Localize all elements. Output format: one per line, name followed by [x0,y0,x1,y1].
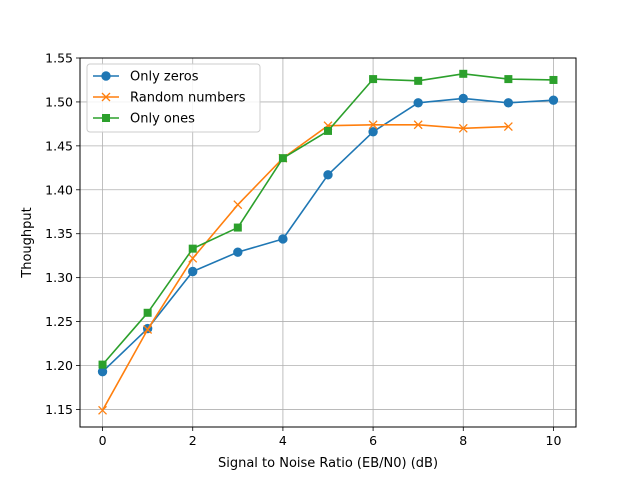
x-tick-label: 2 [189,433,197,448]
data-point [413,120,423,130]
legend-item-only-ones: Only ones [93,112,195,127]
data-point [504,75,513,84]
series-line-random-numbers [101,123,509,411]
y-tick-label: 1.50 [45,94,73,109]
plot-series [97,69,559,415]
y-tick-label: 1.45 [45,138,73,153]
y-tick-label: 1.25 [45,314,73,329]
legend-label: Only ones [130,112,195,127]
x-tick-label: 8 [459,433,467,448]
data-point [323,170,333,180]
y-tick-label: 1.35 [45,226,73,241]
data-point [98,360,107,369]
data-point [324,126,332,135]
x-tick-label: 0 [99,433,107,448]
data-point [413,98,423,108]
x-tick-label: 10 [546,433,562,448]
data-point [548,95,559,105]
y-tick-label: 1.20 [45,358,73,373]
data-point [369,75,378,84]
series-only-zeros [97,93,559,377]
data-point [233,200,243,210]
legend-label: Only zeros [130,70,199,85]
series-line-only-zeros [101,97,554,373]
data-point [368,120,378,130]
data-point [459,69,468,78]
data-point [143,308,152,317]
data-point [97,366,108,377]
data-point [233,223,242,232]
y-axis-ticks: 1.15 1.20 1.25 1.30 1.35 1.40 1.45 1.50 1.55 [45,51,80,417]
data-point [503,122,513,131]
data-point [278,234,288,244]
y-tick-label: 1.55 [45,51,73,66]
data-point [188,266,198,277]
series-random-numbers [98,120,513,415]
data-point [98,405,108,415]
x-tick-label: 6 [369,433,377,448]
legend-item-only-zeros: Only zeros [93,70,199,85]
y-tick-label: 1.15 [45,402,73,417]
data-point [188,244,197,253]
data-point [414,76,423,85]
legend-marker [101,71,111,81]
data-point [458,123,468,133]
legend-label: Random numbers [130,91,246,106]
x-tick-label: 4 [279,433,287,448]
x-axis-ticks: 0 2 4 6 8 10 [99,427,562,448]
data-point [233,247,243,257]
data-point [188,253,198,263]
legend-box [86,63,261,133]
plot-frame [79,57,577,428]
data-point [278,154,287,163]
y-tick-label: 1.40 [45,182,73,197]
legend: Only zeros Random numbers Only ones [86,63,261,133]
data-point [458,93,468,104]
data-point [143,325,153,334]
legend-marker [101,92,111,102]
data-point [549,75,558,84]
y-axis-label: Thoughput [20,207,35,278]
y-tick-label: 1.30 [45,270,73,285]
series-only-ones [98,69,558,369]
x-axis-label: Signal to Noise Ratio (EB/N0) (dB) [218,456,438,471]
data-point [503,98,514,108]
data-point [368,127,378,137]
legend-item-random-numbers: Random numbers [93,91,246,106]
legend-marker [102,114,110,122]
